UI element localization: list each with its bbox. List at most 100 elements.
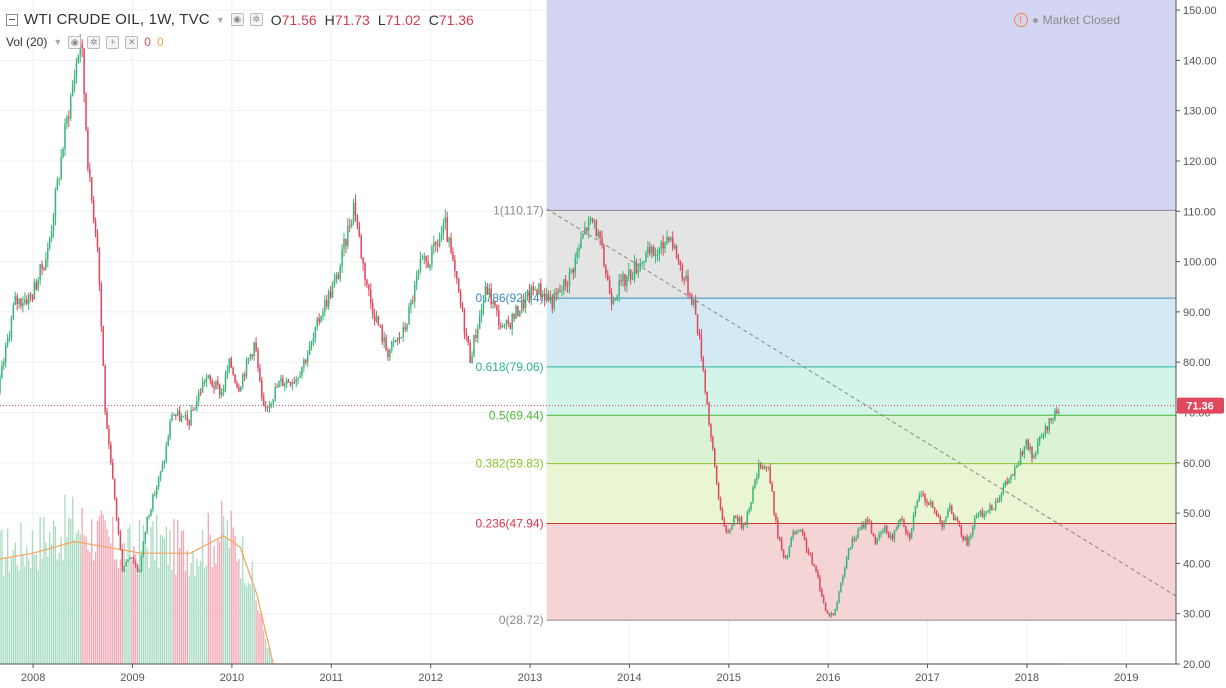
candle-body — [1006, 481, 1008, 484]
volume-bar — [156, 514, 158, 664]
collapse-icon[interactable] — [6, 13, 18, 26]
volume-bar — [12, 550, 15, 664]
candle-body — [94, 221, 97, 234]
candle-body — [262, 397, 265, 407]
candle-body — [423, 256, 426, 259]
settings-icon[interactable]: ✲ — [87, 35, 101, 49]
candle-body — [230, 358, 233, 368]
candle-body — [125, 561, 127, 567]
candle-body — [981, 510, 984, 518]
candle-body — [392, 340, 395, 342]
candle-body — [308, 345, 311, 355]
candle-body — [121, 549, 124, 572]
volume-bar — [247, 582, 250, 664]
candle-body — [71, 85, 74, 96]
y-tick-label: 80.00 — [1183, 357, 1211, 369]
y-tick-label: 150.00 — [1183, 5, 1217, 17]
fibonacci-retracement[interactable]: 1(110.17)0.786(92.74)0.618(79.06)0.5(69.… — [476, 0, 1176, 627]
candle-body — [496, 305, 498, 311]
candle-body — [729, 529, 731, 533]
x-tick-label: 2016 — [816, 672, 840, 684]
volume-indicator-title[interactable]: Vol (20) — [6, 35, 48, 49]
candle-body — [371, 302, 374, 315]
fib-zone — [546, 463, 1176, 524]
candle-body — [643, 261, 645, 263]
candle-body — [973, 517, 976, 528]
candle-body — [110, 444, 112, 463]
candle-body — [736, 517, 739, 522]
candle-body — [540, 283, 542, 297]
settings-icon[interactable]: ✲ — [249, 13, 263, 26]
eye-icon[interactable]: ◉ — [68, 35, 82, 49]
candle-body — [238, 387, 240, 392]
candle-body — [677, 258, 680, 262]
low-value: 71.02 — [385, 11, 421, 28]
candle-body — [878, 534, 880, 538]
candle-body — [910, 530, 913, 539]
candle-body — [312, 338, 315, 343]
close-icon[interactable]: ✕ — [125, 35, 139, 49]
chevron-down-icon[interactable]: ▼ — [53, 37, 63, 47]
candle-body — [926, 501, 928, 504]
volume-bar — [131, 560, 133, 664]
candle-body — [945, 517, 947, 522]
volume-bar — [255, 600, 257, 664]
candle-body — [977, 514, 980, 516]
x-tick-label: 2014 — [617, 672, 641, 684]
candle-body — [211, 380, 213, 387]
candle-body — [1042, 434, 1045, 436]
candle-body — [752, 487, 754, 503]
candle-body — [756, 477, 758, 481]
candle-body — [129, 557, 131, 560]
candle-body — [905, 526, 907, 533]
volume-bar — [104, 520, 106, 664]
candle-body — [543, 293, 546, 301]
candle-body — [488, 288, 491, 294]
symbol-title[interactable]: WTI CRUDE OIL, 1W, TVC — [24, 11, 210, 28]
y-tick-label: 90.00 — [1183, 307, 1211, 319]
candle-body — [1033, 455, 1035, 459]
volume-bar — [219, 541, 221, 664]
candle-body — [895, 528, 898, 531]
chevron-down-icon[interactable]: ▼ — [215, 14, 225, 25]
candle-body — [404, 327, 406, 330]
candle-body — [69, 95, 72, 119]
eye-icon[interactable]: ◉ — [230, 13, 244, 26]
candle-body — [687, 275, 689, 295]
candle-body — [48, 238, 51, 249]
candle-body — [89, 169, 91, 178]
candle-body — [691, 295, 693, 305]
candle-body — [314, 327, 317, 339]
candle-body — [293, 382, 296, 384]
candle-body — [1023, 446, 1026, 455]
volume-bar — [148, 567, 150, 664]
volume-bar — [194, 575, 196, 664]
candle-body — [377, 316, 380, 326]
volume-bar — [196, 558, 198, 664]
candle-body — [641, 262, 643, 264]
candle-body — [352, 202, 355, 222]
candle-body — [952, 513, 955, 521]
fib-zone — [546, 415, 1176, 464]
candle-body — [60, 157, 62, 179]
candle-body — [538, 283, 540, 295]
candle-body — [389, 349, 391, 358]
candle-body — [199, 392, 202, 394]
volume-bar — [106, 528, 108, 664]
volume-bar — [89, 551, 91, 664]
candle-body — [87, 129, 89, 170]
candle-body — [450, 237, 452, 253]
volume-bar — [186, 550, 188, 664]
candle-body — [761, 467, 764, 469]
candle-body — [115, 498, 118, 518]
add-icon[interactable]: + — [106, 35, 120, 49]
candle-body — [190, 409, 192, 426]
volume-bar — [152, 521, 154, 664]
candle-body — [1052, 419, 1054, 421]
volume-bar — [266, 648, 269, 664]
candle-body — [241, 374, 244, 387]
low-label: L — [377, 11, 386, 28]
candle-body — [866, 519, 869, 522]
candle-body — [654, 254, 657, 256]
